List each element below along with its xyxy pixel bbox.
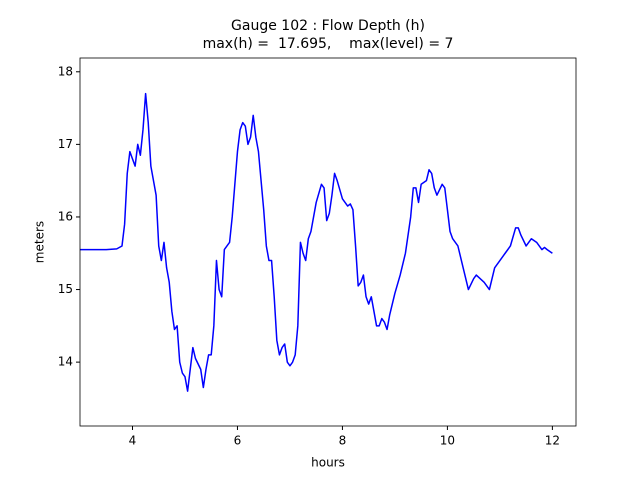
x-tick-label: 8 [339, 434, 347, 448]
y-tick-label: 17 [58, 137, 73, 151]
y-tick-label: 14 [58, 355, 73, 369]
plot-frame [79, 57, 577, 427]
y-tick-label: 16 [58, 209, 73, 223]
y-axis-label: meters [33, 221, 47, 263]
y-tick-label: 18 [58, 64, 73, 78]
x-tick-label: 12 [545, 434, 560, 448]
x-axis-label: hours [311, 456, 345, 470]
y-tick-label: 15 [58, 282, 73, 296]
x-tick-label: 4 [129, 434, 137, 448]
x-tick-label: 6 [234, 434, 242, 448]
data-line [80, 92, 553, 392]
chart-title: Gauge 102 : Flow Depth (h) [231, 18, 425, 34]
x-tick-label: 10 [440, 434, 455, 448]
chart-subtitle: max(h) = 17.695, max(level) = 7 [203, 36, 454, 52]
